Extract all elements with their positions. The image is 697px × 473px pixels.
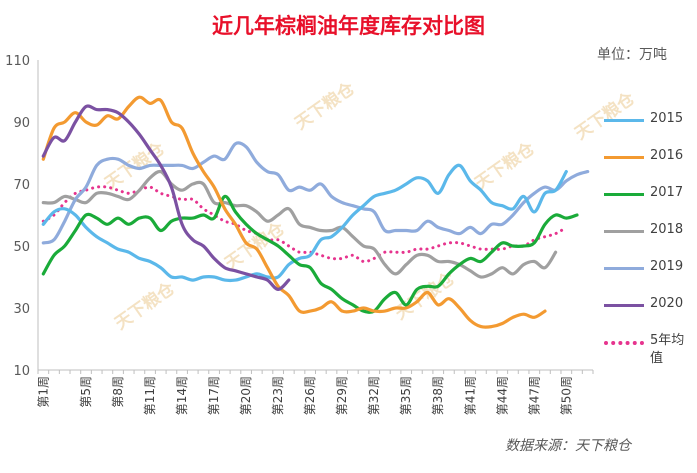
legend-label: 2018 [650, 222, 684, 237]
x-tick-label: 第5周 [79, 376, 93, 408]
legend-swatch [604, 304, 644, 307]
watermark-text: 天下粮仓 [471, 137, 540, 194]
y-tick-label: 10 [13, 364, 30, 379]
legend-label: 2017 [650, 185, 684, 200]
x-tick-label: 第26周 [303, 376, 317, 415]
watermark-text: 天下粮仓 [571, 87, 640, 144]
legend-label: 2019 [650, 259, 684, 274]
y-tick-label: 70 [13, 178, 30, 193]
series-line-2018 [41, 169, 558, 279]
legend-label: 2015 [650, 111, 684, 126]
x-tick-label: 第14周 [175, 376, 189, 415]
legend-swatch [604, 267, 644, 270]
legend-swatch [604, 119, 644, 122]
x-tick-label: 第29周 [335, 376, 349, 415]
chart-axes: 10 30 50 70 90 110 第1周 第5周 第8周 第11周 第14周 第17周 第20周 第2… [5, 54, 594, 415]
series-line-2017 [41, 194, 579, 314]
y-unit-label: 单位：万吨 [597, 47, 667, 63]
chart-series [41, 95, 590, 329]
x-tick-label: 第47周 [527, 376, 541, 415]
legend-swatch [604, 193, 644, 196]
legend-swatch [604, 341, 644, 345]
series-line-2020 [41, 104, 291, 291]
legend-swatch [604, 156, 644, 159]
x-tick-label: 第38周 [431, 376, 445, 415]
source-note: 数据来源：天下粮仓 [505, 438, 631, 454]
watermark-text: 天下粮仓 [291, 77, 360, 134]
x-tick-label: 第35周 [399, 376, 413, 415]
x-tick-label: 第50周 [559, 376, 573, 415]
series-line-5年均值 [41, 185, 568, 264]
x-tick-label: 第8周 [111, 376, 125, 408]
chart-title: 近几年棕榈油年度库存对比图 [212, 14, 485, 38]
y-tick-label: 30 [13, 302, 30, 317]
watermark-text: 天下粮仓 [111, 277, 180, 334]
x-tick-label: 第23周 [271, 376, 285, 415]
legend-swatch [604, 230, 644, 233]
series-line-2019 [41, 141, 590, 245]
x-tick-label: 第20周 [239, 376, 253, 415]
x-tick-label: 第11周 [143, 376, 157, 415]
series-line-2016 [41, 95, 547, 329]
series-line-2015 [41, 163, 568, 283]
x-tick-label: 第44周 [495, 376, 509, 415]
y-tick-label: 90 [13, 116, 30, 131]
y-tick-label: 110 [5, 54, 30, 69]
x-tick-label: 第32周 [367, 376, 381, 415]
legend-label: 5年均值 [650, 333, 685, 366]
x-tick-label: 第17周 [207, 376, 221, 415]
x-tick-label: 第41周 [463, 376, 477, 415]
legend-label: 2020 [650, 296, 684, 311]
legend-label: 2016 [650, 148, 684, 163]
y-tick-label: 50 [13, 240, 30, 255]
x-tick-label: 第1周 [36, 376, 50, 408]
